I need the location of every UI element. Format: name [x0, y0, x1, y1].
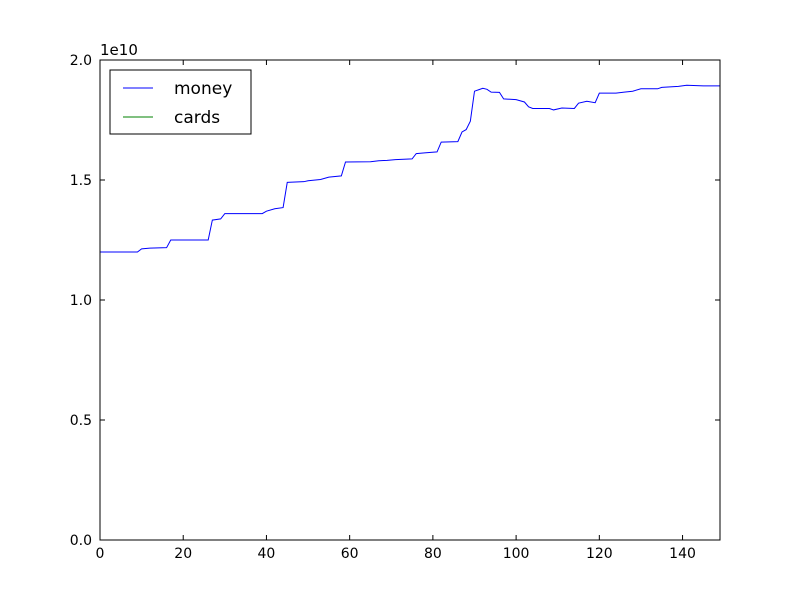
x-tick-label: 80	[424, 546, 442, 562]
series-line-money	[100, 84, 720, 253]
legend-label-money: money	[174, 79, 232, 99]
y-tick-label: 1.5	[70, 173, 92, 189]
legend: money cards	[109, 69, 252, 135]
y-tick-label: 0.0	[70, 533, 92, 549]
plot-frame	[99, 59, 721, 541]
x-tick-label: 40	[258, 546, 276, 562]
x-tick-label: 100	[503, 546, 530, 562]
x-tick-label: 140	[669, 546, 696, 562]
y-tick-label: 0.5	[70, 413, 92, 429]
x-tick-label: 120	[586, 546, 613, 562]
legend-label-cards: cards	[174, 108, 220, 128]
x-tick-label: 60	[341, 546, 359, 562]
x-tick-label: 0	[96, 546, 105, 562]
legend-box	[109, 69, 252, 135]
ticks-layer: 0 20 40 60 80 100 120 140 0.0 0.5 1.0 1.5 2.0	[70, 53, 720, 562]
x-tick-label: 20	[174, 546, 192, 562]
y-tick-label: 1.0	[70, 293, 92, 309]
y-tick-label: 2.0	[70, 53, 92, 69]
y-axis-multiplier: 1e10	[100, 41, 138, 59]
plot-background	[100, 60, 720, 540]
